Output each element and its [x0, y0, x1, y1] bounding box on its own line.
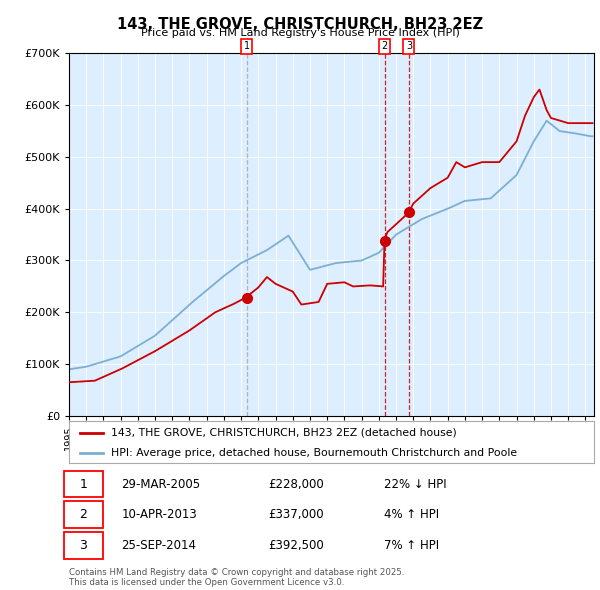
Text: HPI: Average price, detached house, Bournemouth Christchurch and Poole: HPI: Average price, detached house, Bour… — [111, 448, 517, 457]
Text: 3: 3 — [406, 41, 412, 51]
Text: 3: 3 — [79, 539, 88, 552]
Text: 22% ↓ HPI: 22% ↓ HPI — [384, 477, 446, 490]
Text: £392,500: £392,500 — [269, 539, 324, 552]
Text: £228,000: £228,000 — [269, 477, 324, 490]
Text: 2: 2 — [79, 508, 88, 521]
Text: 4% ↑ HPI: 4% ↑ HPI — [384, 508, 439, 521]
Text: £337,000: £337,000 — [269, 508, 324, 521]
Text: 143, THE GROVE, CHRISTCHURCH, BH23 2EZ: 143, THE GROVE, CHRISTCHURCH, BH23 2EZ — [117, 17, 483, 31]
Text: 143, THE GROVE, CHRISTCHURCH, BH23 2EZ (detached house): 143, THE GROVE, CHRISTCHURCH, BH23 2EZ (… — [111, 428, 457, 438]
Text: Price paid vs. HM Land Registry's House Price Index (HPI): Price paid vs. HM Land Registry's House … — [140, 28, 460, 38]
Text: 1: 1 — [244, 41, 250, 51]
Text: Contains HM Land Registry data © Crown copyright and database right 2025.
This d: Contains HM Land Registry data © Crown c… — [69, 568, 404, 587]
Text: 29-MAR-2005: 29-MAR-2005 — [121, 477, 200, 490]
Text: 10-APR-2013: 10-APR-2013 — [121, 508, 197, 521]
FancyBboxPatch shape — [64, 501, 103, 528]
FancyBboxPatch shape — [64, 532, 103, 559]
Text: 7% ↑ HPI: 7% ↑ HPI — [384, 539, 439, 552]
FancyBboxPatch shape — [64, 471, 103, 497]
Text: 25-SEP-2014: 25-SEP-2014 — [121, 539, 197, 552]
Text: 1: 1 — [79, 477, 88, 490]
Text: 2: 2 — [382, 41, 388, 51]
